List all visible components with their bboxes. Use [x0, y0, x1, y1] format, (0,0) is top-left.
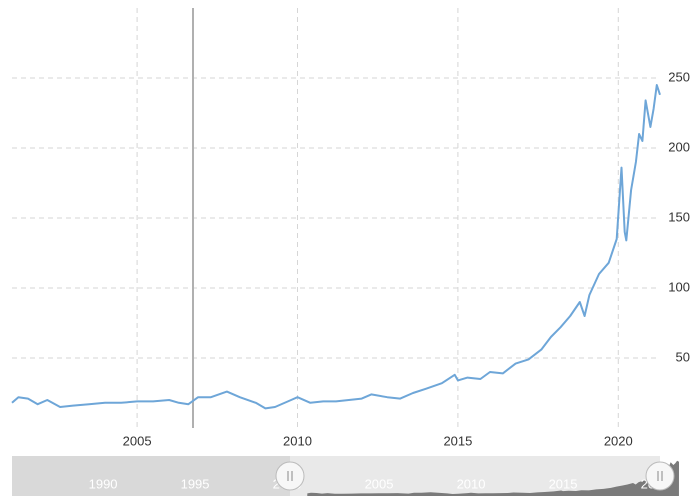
y-tick-label: 200	[668, 139, 690, 154]
line-series	[11, 84, 661, 410]
navigator-handle[interactable]	[275, 461, 305, 491]
x-tick-label: 2010	[283, 433, 312, 448]
y-tick-label: 150	[668, 209, 690, 224]
y-tick-label: 100	[668, 279, 690, 294]
navigator-tick-label: 1995	[181, 476, 210, 491]
x-tick-label: 2020	[604, 433, 633, 448]
x-tick-label: 2015	[443, 433, 472, 448]
navigator-handle[interactable]	[645, 461, 675, 491]
navigator-tick-label: 2005	[365, 476, 394, 491]
y-tick-label: 50	[676, 349, 690, 364]
navigator-tick-label: 2015	[549, 476, 578, 491]
x-tick-label: 2005	[123, 433, 152, 448]
y-tick-label: 250	[668, 69, 690, 84]
navigator-tick-label: 1990	[89, 476, 118, 491]
navigator-tick-label: 2010	[457, 476, 486, 491]
navigator-area	[307, 460, 679, 496]
